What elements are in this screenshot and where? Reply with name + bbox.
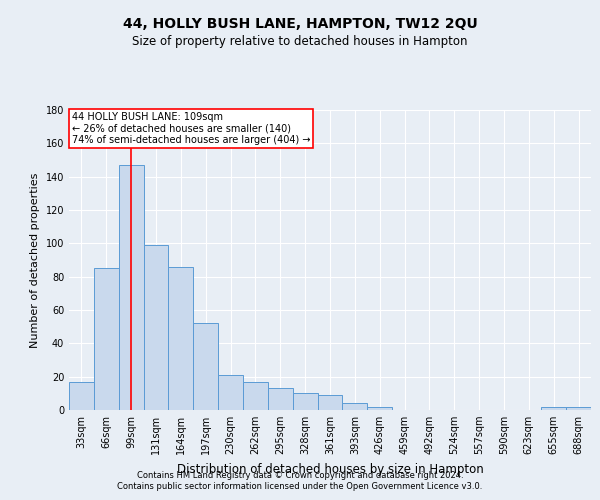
Text: 44, HOLLY BUSH LANE, HAMPTON, TW12 2QU: 44, HOLLY BUSH LANE, HAMPTON, TW12 2QU	[122, 18, 478, 32]
X-axis label: Distribution of detached houses by size in Hampton: Distribution of detached houses by size …	[176, 462, 484, 475]
Bar	[69, 382, 94, 410]
Text: 44 HOLLY BUSH LANE: 109sqm
← 26% of detached houses are smaller (140)
74% of sem: 44 HOLLY BUSH LANE: 109sqm ← 26% of deta…	[71, 112, 310, 144]
Bar	[94, 268, 119, 410]
Text: Contains public sector information licensed under the Open Government Licence v3: Contains public sector information licen…	[118, 482, 482, 491]
Bar	[566, 406, 591, 410]
Bar	[317, 395, 343, 410]
Bar	[218, 375, 243, 410]
Text: Size of property relative to detached houses in Hampton: Size of property relative to detached ho…	[132, 35, 468, 48]
Bar	[293, 394, 317, 410]
Bar	[541, 406, 566, 410]
Bar	[343, 404, 367, 410]
Bar	[367, 406, 392, 410]
Bar	[243, 382, 268, 410]
Text: Contains HM Land Registry data © Crown copyright and database right 2024.: Contains HM Land Registry data © Crown c…	[137, 471, 463, 480]
Y-axis label: Number of detached properties: Number of detached properties	[30, 172, 40, 348]
Bar	[193, 324, 218, 410]
Bar	[119, 165, 143, 410]
Bar	[143, 245, 169, 410]
Bar	[169, 266, 193, 410]
Bar	[268, 388, 293, 410]
